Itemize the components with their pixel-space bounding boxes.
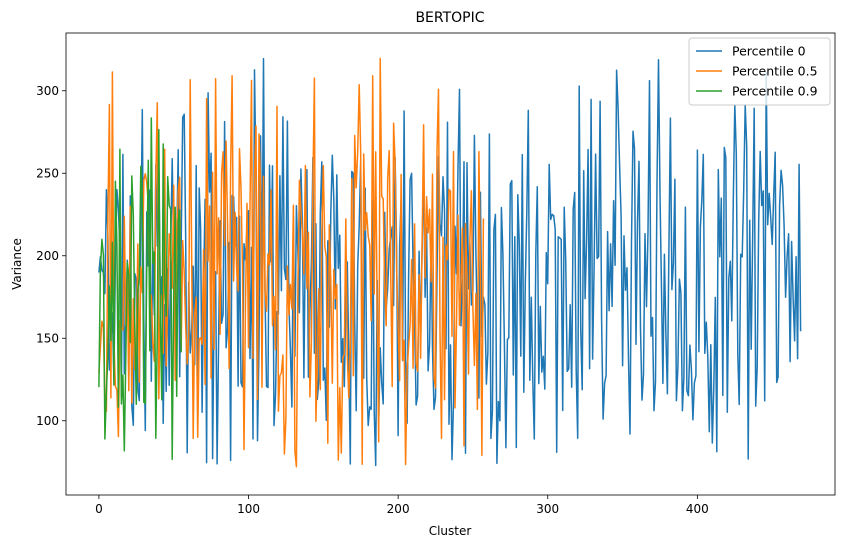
- y-tick-label: 300: [36, 84, 59, 98]
- y-tick-label: 100: [36, 414, 59, 428]
- x-tick-label: 300: [536, 502, 559, 516]
- y-axis-label: Variance: [10, 238, 24, 290]
- y-axis: 100 150 200 250 300: [36, 84, 66, 428]
- series-line-0: [98, 57, 802, 467]
- legend-label-1: Percentile 0.5: [732, 64, 818, 79]
- legend-box: [688, 37, 831, 106]
- x-tick-label: 200: [387, 502, 410, 516]
- y-tick-label: 150: [36, 331, 59, 345]
- plot-frame: [65, 32, 836, 496]
- x-axis-label: Cluster: [429, 524, 472, 538]
- x-tick-label: 400: [686, 502, 709, 516]
- x-tick-label: 100: [237, 502, 260, 516]
- legend-label-2: Percentile 0.9: [732, 84, 818, 99]
- chart-title: BERTOPIC: [415, 10, 484, 26]
- x-axis: 0 100 200 300 400: [95, 495, 709, 516]
- series-line-2: [98, 117, 182, 461]
- series-layer: [98, 57, 802, 468]
- y-tick-label: 200: [36, 249, 59, 263]
- legend: Percentile 0 Percentile 0.5 Percentile 0.9: [688, 37, 831, 106]
- legend-label-0: Percentile 0: [732, 44, 806, 59]
- y-tick-label: 250: [36, 166, 59, 180]
- series-line-1: [98, 57, 485, 468]
- x-tick-label: 0: [95, 502, 103, 516]
